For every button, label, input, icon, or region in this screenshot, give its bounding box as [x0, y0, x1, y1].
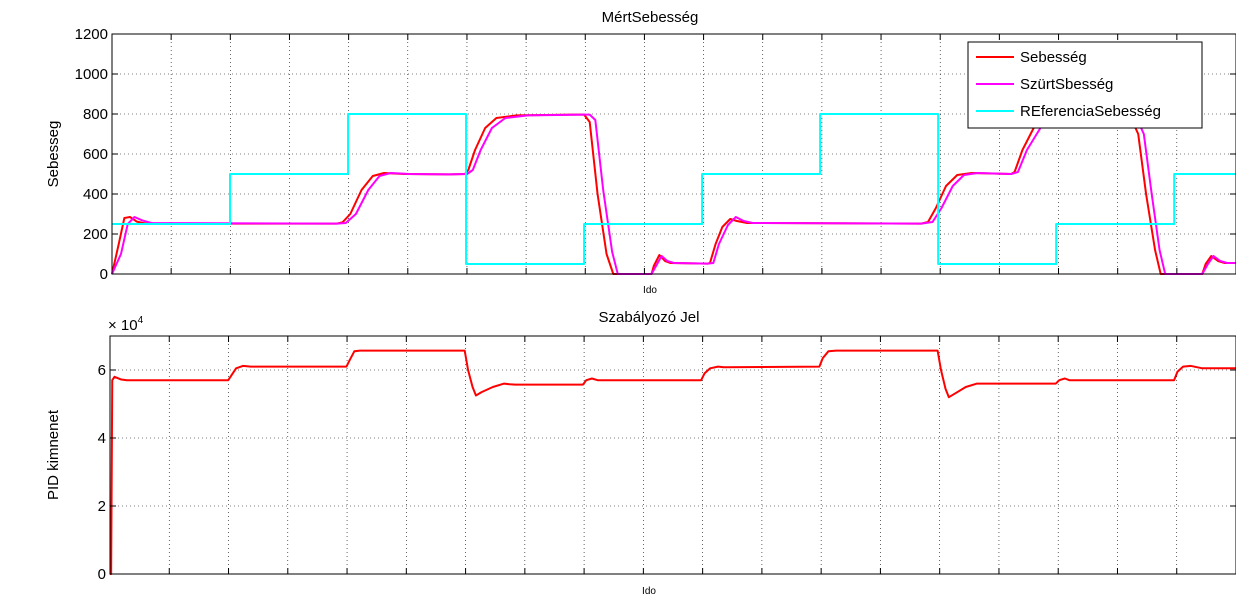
- speed-grid: [112, 34, 1236, 274]
- series-line-1: [110, 349, 1236, 575]
- controller-y-multiplier: × 104: [108, 315, 144, 334]
- series-line-3: [112, 113, 1236, 265]
- y-tick-label: 200: [83, 226, 108, 243]
- y-tick-label: 1200: [75, 26, 108, 43]
- speed-y-axis-label: Sebesseg: [45, 121, 62, 188]
- y-tick-label: 6: [98, 362, 106, 379]
- controller-plot-area: [110, 336, 1236, 574]
- controller-x-axis-label: Ido: [642, 586, 656, 597]
- controller-ticks: [110, 336, 1236, 575]
- y-tick-label: 400: [83, 186, 108, 203]
- controller-y-tick-labels: 0 2 4 6: [98, 362, 106, 583]
- legend-label-2: SzürtSbesség: [1020, 76, 1113, 93]
- y-tick-label: 1000: [75, 66, 108, 83]
- speed-x-axis-label: Ido: [643, 285, 657, 296]
- y-tick-label: 2: [98, 498, 106, 515]
- speed-chart: 0 200 400 600 800 1000 1200 MértSebesség Sebes…: [45, 9, 1236, 296]
- controller-axes-frame: [109, 335, 1236, 575]
- speed-legend: Sebesség SzürtSbesség REferenciaSebesség: [967, 41, 1203, 129]
- y-tick-label: 0: [100, 266, 108, 283]
- y-tick-label: 600: [83, 146, 108, 163]
- speed-chart-title: MértSebesség: [602, 9, 699, 26]
- controller-series: [110, 349, 1236, 575]
- controller-chart-title: Szabályozó Jel: [599, 309, 700, 326]
- controller-chart: 0 2 4 6 Szabályozó Jel PID kimnenet Ido × 1…: [45, 309, 1236, 597]
- y-multiplier-base: × 10: [108, 317, 138, 334]
- speed-ticks: [112, 33, 1236, 275]
- speed-y-tick-labels: 0 200 400 600 800 1000 1200: [75, 26, 108, 283]
- y-tick-label: 4: [98, 430, 106, 447]
- legend-label-3: REferenciaSebesség: [1020, 103, 1161, 120]
- controller-y-axis-label: PID kimnenet: [45, 409, 62, 500]
- y-multiplier-exponent: 4: [138, 315, 144, 326]
- y-tick-label: 800: [83, 106, 108, 123]
- y-tick-label: 0: [98, 566, 106, 583]
- legend-label-1: Sebesség: [1020, 49, 1087, 66]
